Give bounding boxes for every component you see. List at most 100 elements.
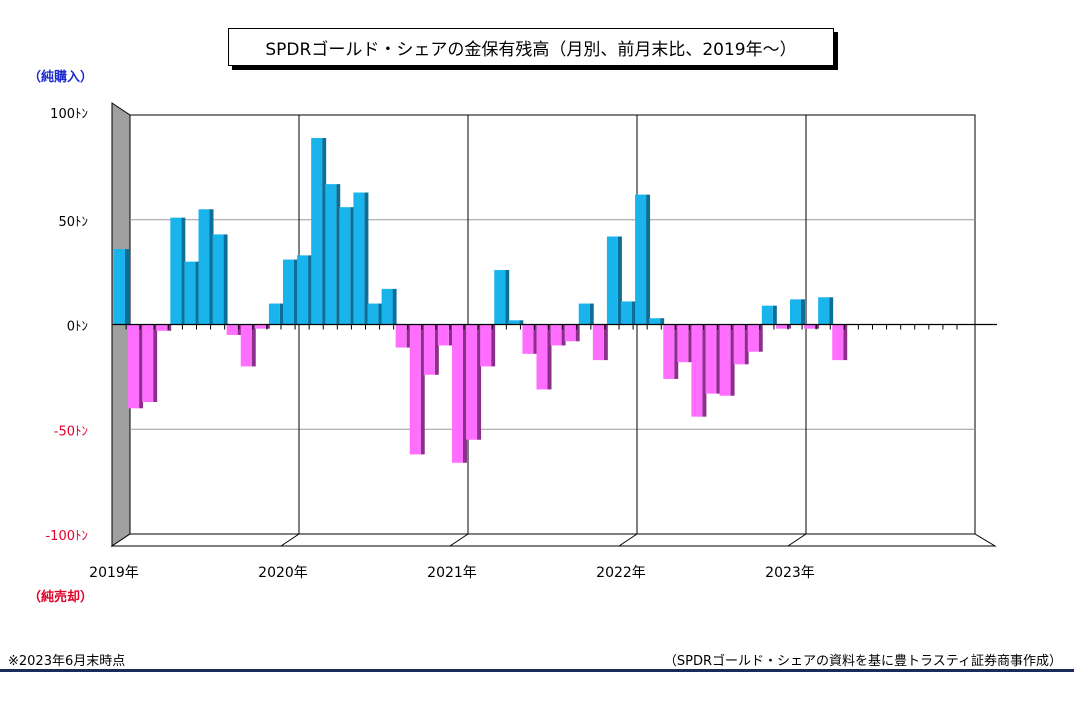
bar-side <box>800 299 805 325</box>
bar <box>142 324 154 403</box>
bar <box>156 324 168 331</box>
bar <box>170 217 182 325</box>
bar <box>452 324 463 463</box>
bar <box>818 297 830 325</box>
bar <box>409 324 421 455</box>
bar-side <box>772 305 777 325</box>
bar <box>494 270 506 325</box>
bar-side <box>688 324 693 363</box>
y-tick-label: 0ﾄﾝ <box>67 320 88 335</box>
bar <box>635 194 647 325</box>
bar-side <box>223 234 228 325</box>
bar <box>790 299 801 325</box>
bar-side <box>674 324 679 379</box>
gridline-year-floor <box>787 533 807 547</box>
bar-side <box>829 297 834 325</box>
bar-side <box>519 320 524 325</box>
bar-side <box>575 324 580 342</box>
bar-side <box>265 324 270 329</box>
bar <box>423 324 435 375</box>
bar-side <box>660 318 665 325</box>
bar <box>437 324 449 346</box>
bar-side <box>589 303 594 325</box>
bar <box>395 324 407 348</box>
bar-side <box>279 303 284 325</box>
bar-side <box>843 324 848 361</box>
bar <box>733 324 745 365</box>
bar <box>466 324 478 440</box>
bar <box>114 249 125 325</box>
y-tick-label: 50ﾄﾝ <box>58 215 88 230</box>
bar-side <box>505 270 510 325</box>
bar <box>184 261 196 325</box>
bar <box>240 324 252 367</box>
bar-side <box>336 184 341 325</box>
bar <box>677 324 689 363</box>
bar-side <box>195 261 200 325</box>
bar <box>564 324 576 342</box>
bar-side <box>477 324 482 440</box>
bar-side <box>181 217 186 325</box>
net-purchase-label: （純購入） <box>28 70 94 85</box>
bar <box>775 324 787 329</box>
bar-side <box>251 324 256 367</box>
bar <box>283 259 294 325</box>
bar <box>381 288 393 325</box>
bar <box>480 324 492 367</box>
bar-side <box>237 324 242 335</box>
bar <box>128 324 140 409</box>
bar-side <box>815 324 820 329</box>
bar-side <box>617 236 622 325</box>
bar <box>268 303 280 325</box>
bar-side <box>603 324 608 361</box>
x-year-label: 2020年 <box>258 565 308 581</box>
bar-side <box>434 324 439 375</box>
bar <box>226 324 238 335</box>
y-tick-label: -100ﾄﾝ <box>45 529 88 544</box>
bar <box>691 324 703 417</box>
bar-side <box>758 324 763 352</box>
bar <box>804 324 816 329</box>
bar-side <box>124 249 129 325</box>
gridline-year-floor <box>280 533 300 547</box>
gridline-year-floor <box>618 533 638 547</box>
x-year-label: 2021年 <box>427 565 477 581</box>
bar-side <box>364 192 369 325</box>
bar <box>311 138 323 325</box>
bar-side <box>702 324 707 417</box>
bar <box>297 255 309 325</box>
bar-side <box>646 194 651 325</box>
bar-side <box>744 324 749 365</box>
bar-side <box>153 324 158 403</box>
footnote-date: ※2023年6月末時点 <box>8 654 126 669</box>
bar-side <box>730 324 735 396</box>
bar-side <box>378 303 383 325</box>
bar <box>325 184 337 325</box>
bar-side <box>406 324 411 348</box>
plot-floor <box>110 533 997 547</box>
bar <box>621 301 632 325</box>
bar <box>550 324 562 346</box>
bar-side <box>786 324 791 329</box>
bar-side <box>631 301 636 325</box>
bar-side <box>547 324 552 390</box>
bar-side <box>167 324 172 331</box>
bar <box>705 324 717 394</box>
bar-side <box>561 324 566 346</box>
y-tick-label: 100ﾄﾝ <box>50 107 88 122</box>
bar <box>663 324 675 379</box>
bar <box>649 318 661 325</box>
bar <box>367 303 379 325</box>
bar-side <box>209 209 214 325</box>
bar-side <box>392 288 397 325</box>
bar <box>508 320 520 325</box>
bar <box>198 209 210 325</box>
bar <box>522 324 534 354</box>
bar-side <box>462 324 467 463</box>
bar <box>339 207 351 325</box>
chart-title: SPDRゴールド・シェアの金保有残高（月別、前月末比、2019年～） <box>228 28 834 66</box>
x-year-label: 2023年 <box>765 565 815 581</box>
bar-side <box>420 324 425 455</box>
bar-side <box>139 324 144 409</box>
